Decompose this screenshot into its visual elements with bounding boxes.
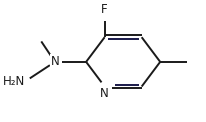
Text: H₂N: H₂N [2,75,25,88]
Text: N: N [50,55,59,68]
Text: N: N [100,86,109,100]
Text: F: F [101,3,108,16]
